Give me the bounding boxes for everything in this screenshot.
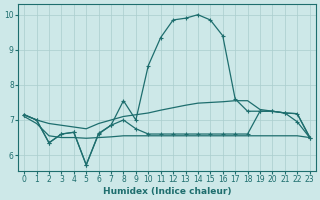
X-axis label: Humidex (Indice chaleur): Humidex (Indice chaleur) <box>103 187 231 196</box>
